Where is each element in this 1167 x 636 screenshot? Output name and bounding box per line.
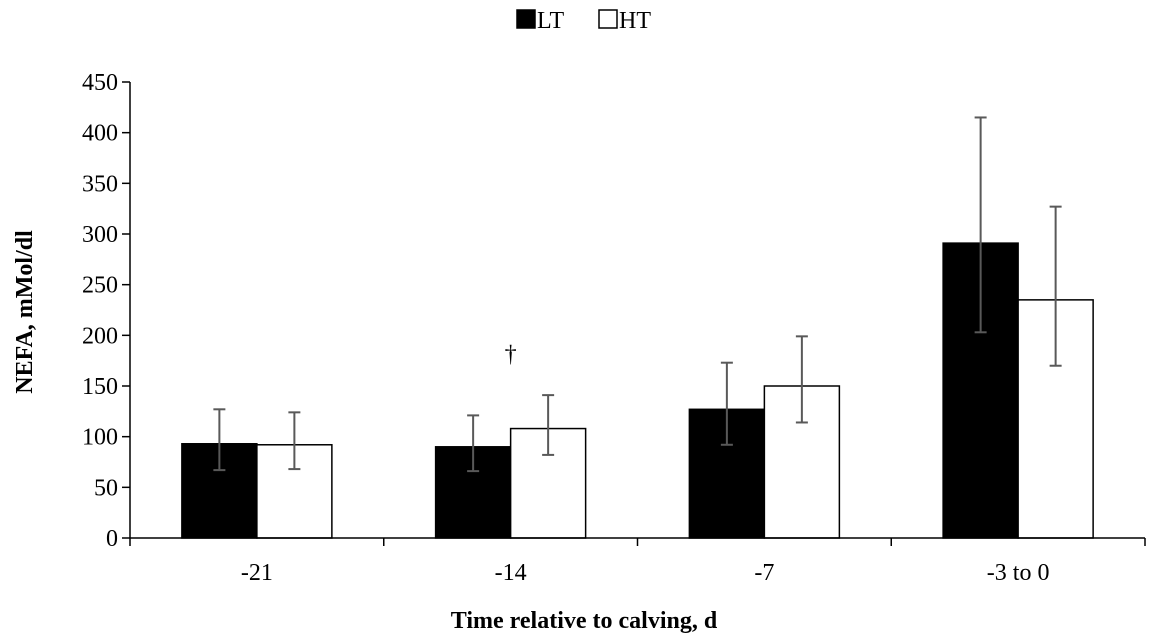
legend: LT HT: [516, 8, 651, 34]
y-tick-label: 300: [82, 222, 118, 248]
legend-item-lt: LT: [516, 8, 564, 34]
y-tick-label: 350: [82, 171, 118, 197]
error-bar-ht: [542, 394, 555, 456]
y-tick-label: 200: [82, 323, 118, 349]
x-axis: -21 -14 -7 -3 to 0: [129, 537, 1146, 586]
legend-swatch: [516, 9, 536, 29]
y-tick-label: 50: [94, 475, 118, 501]
x-tick-label: -21: [241, 560, 273, 586]
y-tick-label: 400: [82, 121, 118, 147]
legend-label: LT: [537, 8, 564, 34]
x-axis-title: Time relative to calving, d: [451, 608, 718, 634]
error-bar-lt: [974, 116, 987, 334]
x-tick-label: -3 to 0: [987, 560, 1050, 586]
error-bars: [213, 116, 1062, 473]
significance-marker: †: [505, 342, 517, 368]
y-axis: 0 50 100 150 200 250 300 350 400 450: [82, 70, 131, 552]
error-bar-lt: [213, 408, 226, 472]
error-bar-ht: [1049, 205, 1062, 367]
legend-label: HT: [619, 8, 651, 34]
y-tick-label: 150: [82, 374, 118, 400]
y-tick-label: 250: [82, 273, 118, 299]
x-tick-label: -14: [495, 560, 527, 586]
bars: [181, 242, 1094, 539]
y-axis-title: NEFA, mMol/dl: [12, 230, 38, 394]
error-bar-lt: [467, 414, 480, 473]
x-tick-label: -7: [754, 560, 774, 586]
y-tick-label: 100: [82, 425, 118, 451]
error-bar-ht: [288, 411, 301, 471]
y-tick-label: 450: [82, 70, 118, 96]
error-bar-lt: [720, 361, 733, 446]
annotations: †: [505, 342, 517, 368]
error-bar-ht: [795, 335, 808, 424]
y-tick-label: 0: [106, 526, 118, 552]
legend-item-ht: HT: [598, 8, 651, 34]
legend-swatch: [598, 9, 618, 29]
